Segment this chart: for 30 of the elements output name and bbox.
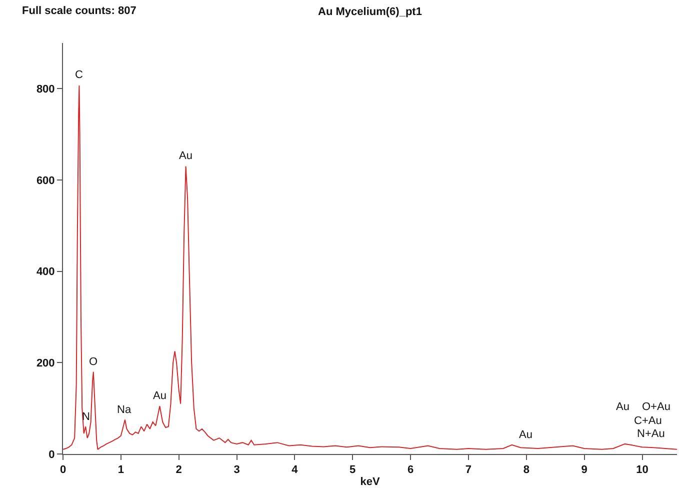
annotation: Au	[519, 429, 532, 441]
x-tick-label: 2	[176, 464, 182, 476]
chart-title: Au Mycelium(6)_pt1	[318, 6, 422, 18]
x-tick-label: 0	[60, 464, 66, 476]
x-tick-label: 7	[465, 464, 472, 476]
annotation: O+Au	[642, 401, 670, 413]
annotation: C+Au	[634, 415, 662, 427]
y-tick-label: 200	[36, 358, 55, 370]
y-tick-label: 0	[48, 448, 55, 461]
x-tick-label: 6	[407, 464, 414, 476]
x-axis-title: keV	[360, 476, 380, 488]
x-tick-label: 10	[636, 464, 648, 476]
text: Full scale counts: 807	[22, 5, 136, 17]
annotation: Na	[117, 404, 132, 416]
annotation: Au	[616, 401, 630, 413]
x-tick-label: 4	[292, 464, 299, 476]
y-tick-label: 800	[36, 84, 55, 96]
x-tick-label: 8	[523, 464, 530, 476]
annotation: O	[89, 356, 98, 368]
y-tick-label: 600	[36, 174, 55, 187]
annotation: C	[75, 69, 83, 81]
x-tick-label: 9	[581, 464, 588, 476]
x-tick-label: 5	[350, 464, 356, 476]
x-tick-label: 1	[118, 464, 124, 476]
line-series	[63, 84, 677, 450]
y-tick-label: 400	[36, 266, 55, 278]
annotation: N+Au	[637, 428, 665, 440]
annotation: Au	[153, 390, 166, 402]
annotation: Au	[179, 150, 192, 162]
x-tick-label: 3	[234, 464, 240, 476]
